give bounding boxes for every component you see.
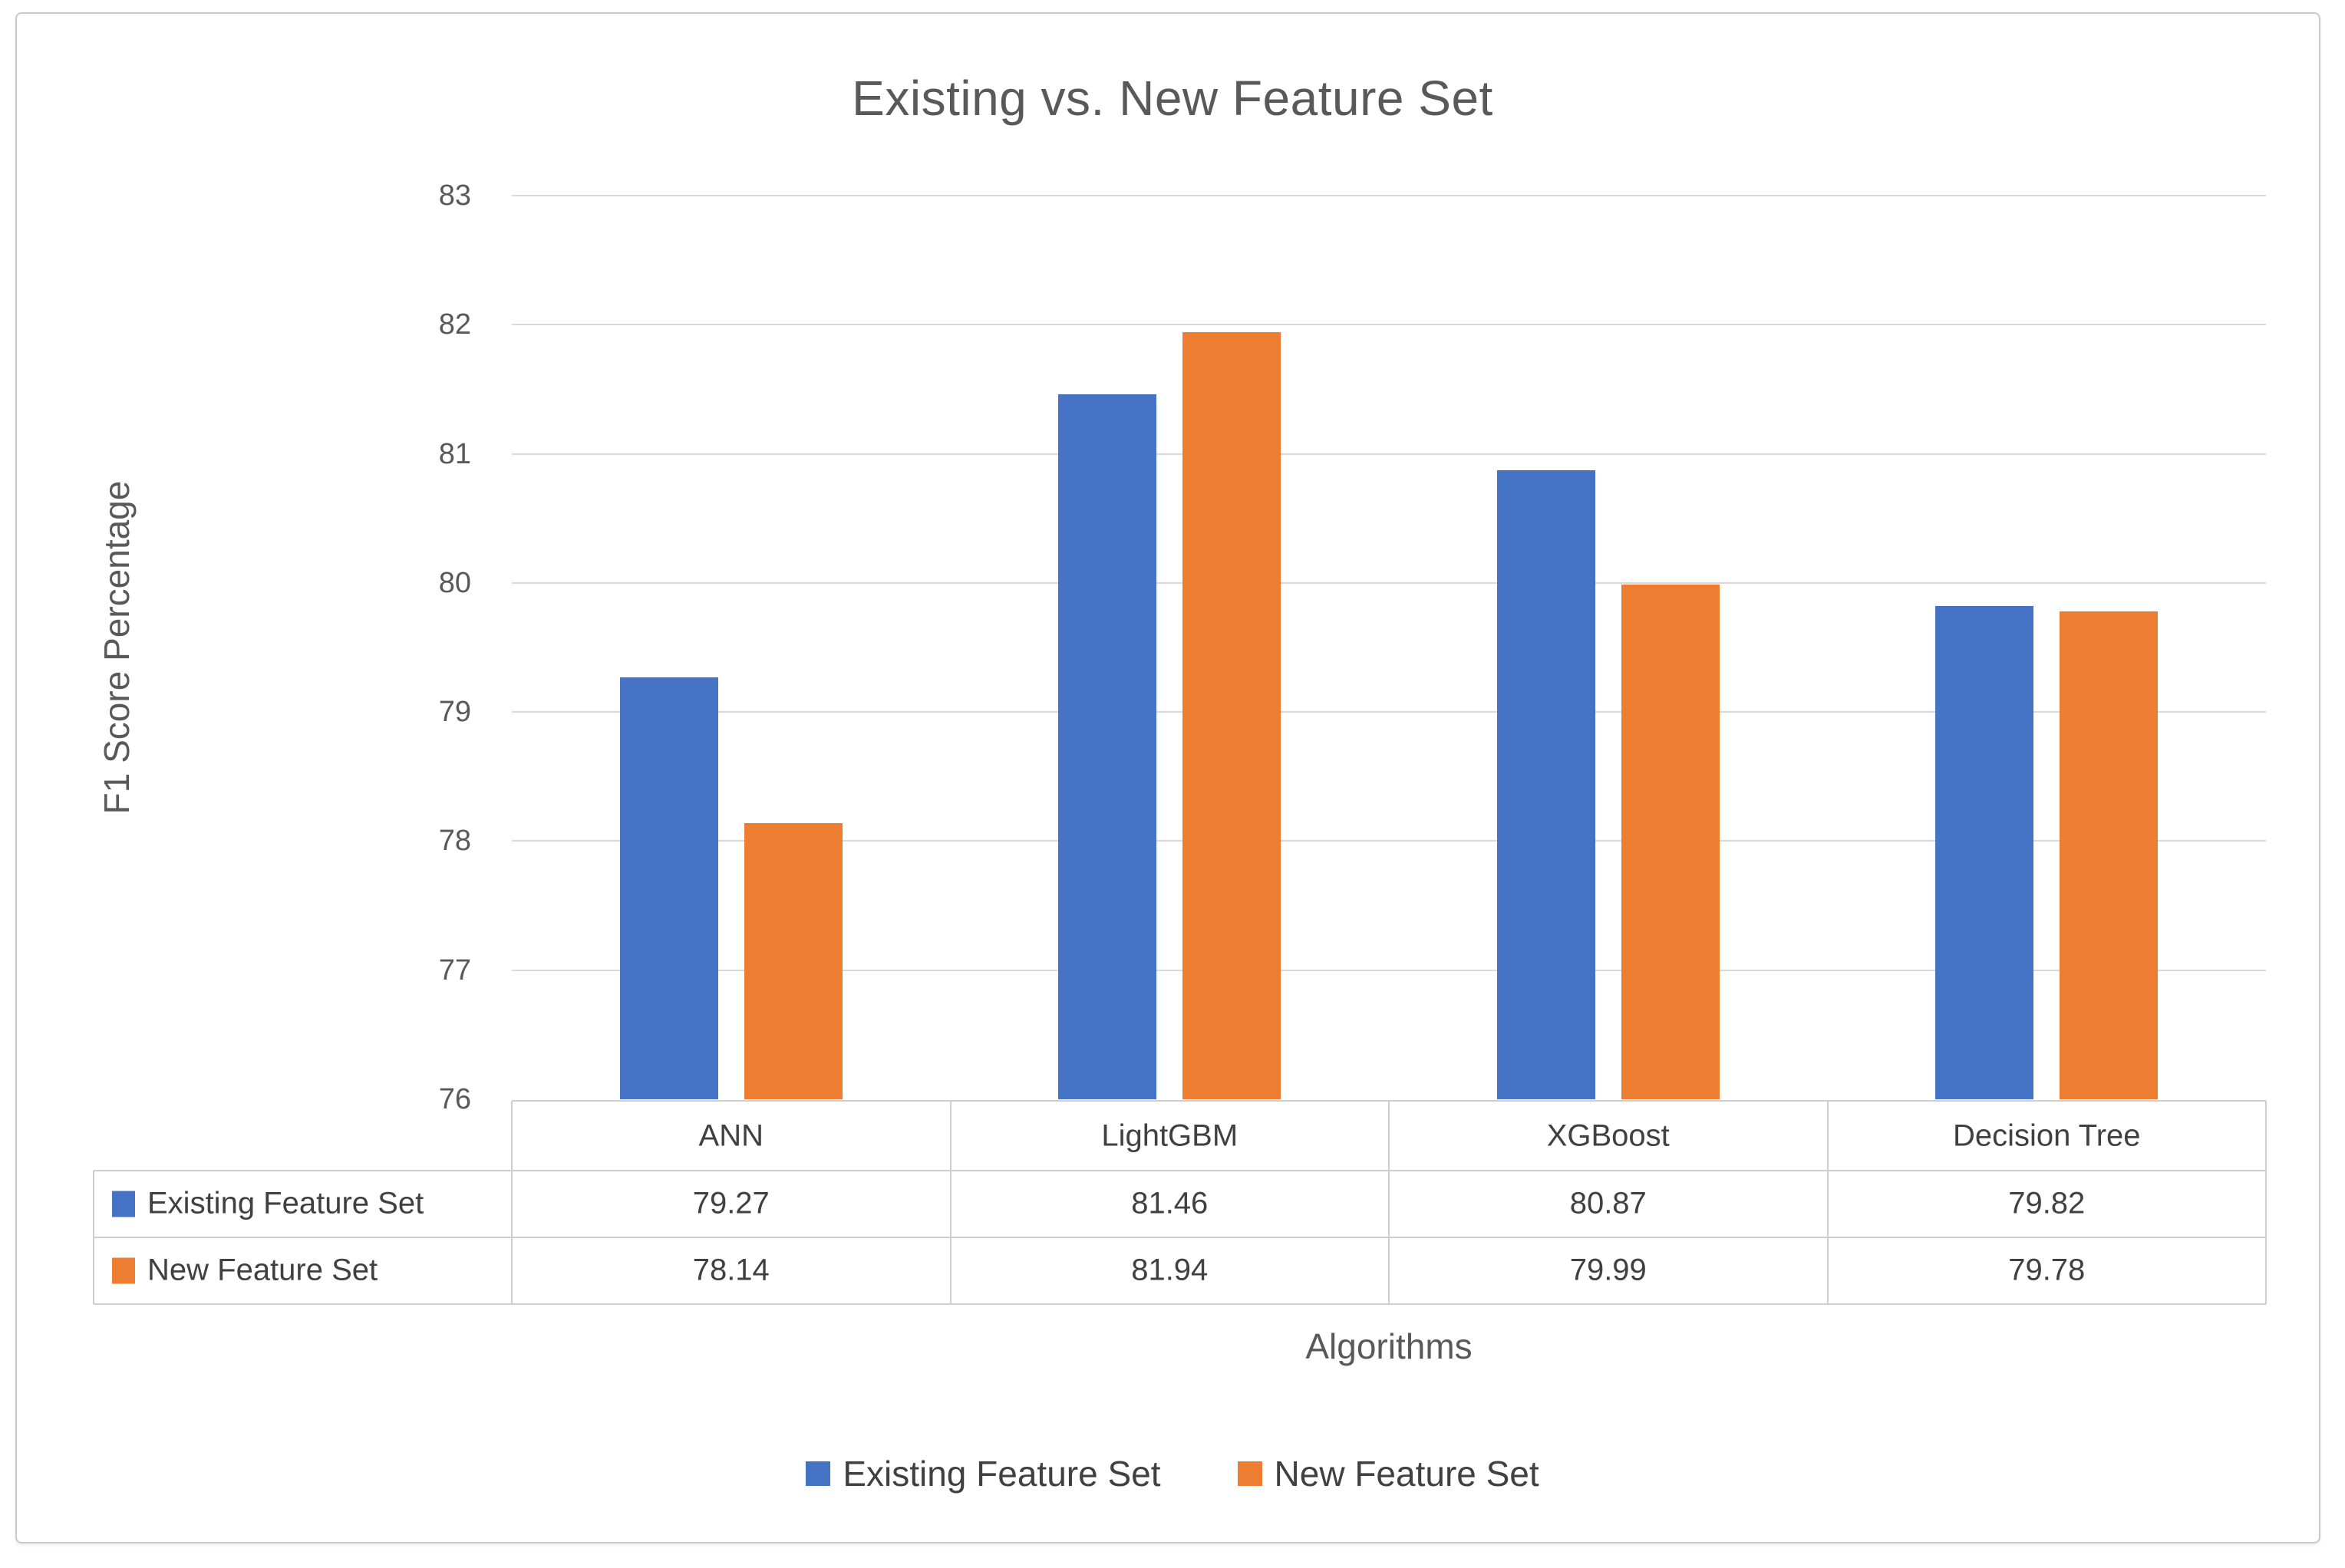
gridline-83 [512,195,2266,196]
series-key-swatch-existing-feature-set [112,1191,135,1217]
y-tick-label-78: 78 [438,825,471,858]
table-value-new-feature-set-decision-tree: 79.78 [2008,1253,2086,1287]
chart-title: Existing vs. New Feature Set [852,71,1493,126]
legend-item-new-feature-set: New Feature Set [1237,1453,1539,1494]
y-tick-label-79: 79 [438,696,471,729]
table-value-existing-feature-set-xgboost: 80.87 [1569,1186,1647,1220]
gridline-81 [512,453,2266,455]
table-line-h-1 [94,1237,2266,1238]
gridline-77 [512,969,2266,971]
y-tick-label-82: 82 [438,308,471,341]
bar-existing-feature-set-ann [619,677,718,1099]
legend-label: New Feature Set [1274,1454,1539,1494]
gridline-80 [512,581,2266,584]
y-axis-title: F1 Score Percentage [97,480,137,815]
table-header-xgboost: XGBoost [1546,1118,1670,1153]
table-row-label-new-feature-set: New Feature Set [112,1253,378,1288]
table-line-v-0 [511,1101,513,1304]
bar-new-feature-set-ann [744,822,843,1099]
table-row-label-existing-feature-set: Existing Feature Set [112,1187,424,1221]
table-line-v-1 [949,1101,952,1304]
table-line-h-0 [94,1170,2266,1171]
table-value-existing-feature-set-lightgbm: 81.46 [1131,1186,1209,1220]
legend-item-existing-feature-set: Existing Feature Set [806,1453,1161,1494]
bar-new-feature-set-decision-tree [2060,611,2159,1099]
legend-swatch-existing-feature-set [806,1461,831,1486]
y-tick-label-80: 80 [438,566,471,599]
table-header-ann: ANN [698,1118,764,1153]
table-line-h-2 [94,1303,2266,1305]
gridline-78 [512,840,2266,842]
y-tick-label-77: 77 [438,954,471,987]
series-key-swatch-new-feature-set [112,1257,135,1283]
table-line-v-4 [2265,1101,2267,1304]
bar-existing-feature-set-decision-tree [1935,606,2034,1099]
table-line-v-2 [1388,1101,1390,1304]
series-key-text: New Feature Set [147,1253,378,1287]
legend-swatch-new-feature-set [1237,1461,1262,1486]
bar-new-feature-set-lightgbm [1182,332,1281,1099]
table-header-decision-tree: Decision Tree [1952,1118,2141,1153]
y-tick-label-81: 81 [438,437,471,470]
table-value-new-feature-set-lightgbm: 81.94 [1131,1253,1209,1287]
legend-label: Existing Feature Set [843,1454,1161,1494]
series-key-text: Existing Feature Set [147,1186,424,1220]
table-line-left [93,1171,94,1304]
table-header-lightgbm: LightGBM [1101,1118,1238,1153]
bar-existing-feature-set-xgboost [1496,470,1595,1099]
bar-new-feature-set-xgboost [1621,584,1720,1099]
table-value-new-feature-set-ann: 78.14 [692,1253,770,1287]
table-line-v-3 [1826,1101,1829,1304]
table-value-existing-feature-set-decision-tree: 79.82 [2008,1186,2086,1220]
bar-existing-feature-set-lightgbm [1058,394,1157,1099]
x-axis-title: Algorithms [1305,1326,1473,1366]
y-tick-label-83: 83 [438,180,471,212]
y-tick-label-76: 76 [438,1083,471,1115]
gridline-79 [512,711,2266,713]
table-value-new-feature-set-xgboost: 79.99 [1569,1253,1647,1287]
gridline-82 [512,324,2266,326]
chart-legend: Existing Feature Set New Feature Set [0,1453,2345,1494]
table-value-existing-feature-set-ann: 79.27 [692,1186,770,1220]
